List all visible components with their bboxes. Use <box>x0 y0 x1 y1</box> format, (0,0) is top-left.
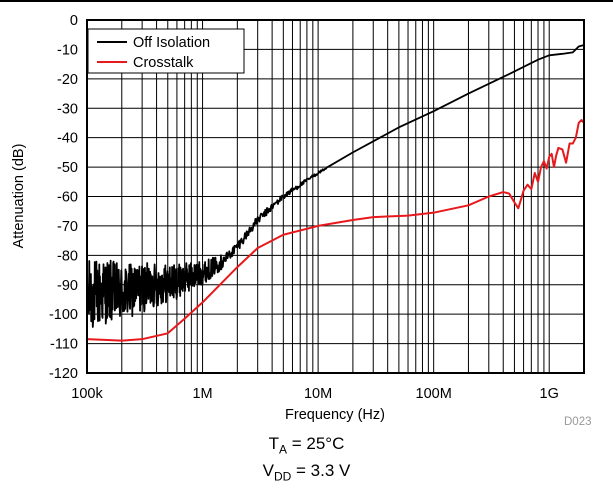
y-tick-label: -20 <box>57 72 78 88</box>
supply-symbol: V <box>262 461 274 480</box>
y-tick-label: 0 <box>70 13 78 29</box>
y-axis-title: Attenuation (dB) <box>11 144 27 249</box>
y-tick-label: -110 <box>50 337 78 353</box>
x-tick-label: 1M <box>192 386 212 402</box>
x-tick-label: 100M <box>416 386 452 402</box>
y-tick-label: -90 <box>57 278 78 294</box>
y-tick-label: -60 <box>57 190 78 206</box>
condition-supply-voltage: VDD = 3.3 V <box>0 461 613 483</box>
legend-label-crosstalk: Crosstalk <box>133 55 194 71</box>
y-tick-label: -40 <box>57 131 78 147</box>
y-tick-label: -70 <box>57 219 78 235</box>
y-tick-label: -100 <box>49 307 78 323</box>
temperature-symbol: T <box>268 434 279 453</box>
x-tick-label: 1G <box>540 386 559 402</box>
plot-frame <box>86 19 585 374</box>
series-layer <box>86 44 585 342</box>
temperature-value: = 25°C <box>287 434 345 453</box>
x-axis-title: Frequency (Hz) <box>285 407 385 423</box>
y-tick-label: -10 <box>57 42 78 58</box>
x-tick-label: 10M <box>304 386 332 402</box>
temperature-subscript: A <box>279 442 288 457</box>
legend-label-off-isolation: Off Isolation <box>133 35 210 51</box>
y-tick-label: -30 <box>57 101 78 117</box>
condition-temperature: TA = 25°C <box>0 434 613 456</box>
x-tick-label: 100k <box>71 386 103 402</box>
supply-subscript: DD <box>273 469 292 484</box>
x-tick-labels: 100k 1M 10M 100M 1G <box>71 386 559 402</box>
y-tick-label: -120 <box>49 366 78 382</box>
legend: Off Isolation Crosstalk <box>87 28 245 74</box>
supply-value: = 3.3 V <box>291 461 351 480</box>
legend-box <box>87 28 245 74</box>
figure-id: D023 <box>564 416 592 428</box>
y-tick-labels: 0 -10 -20 -30 -40 -50 -60 -70 -80 -90 -100 -110 -120 <box>49 13 78 382</box>
series-line-off-isolation <box>86 44 585 328</box>
series-line-crosstalk <box>86 119 585 342</box>
y-tick-label: -50 <box>57 160 78 176</box>
top-rule <box>0 0 613 2</box>
y-tick-label: -80 <box>57 248 78 264</box>
